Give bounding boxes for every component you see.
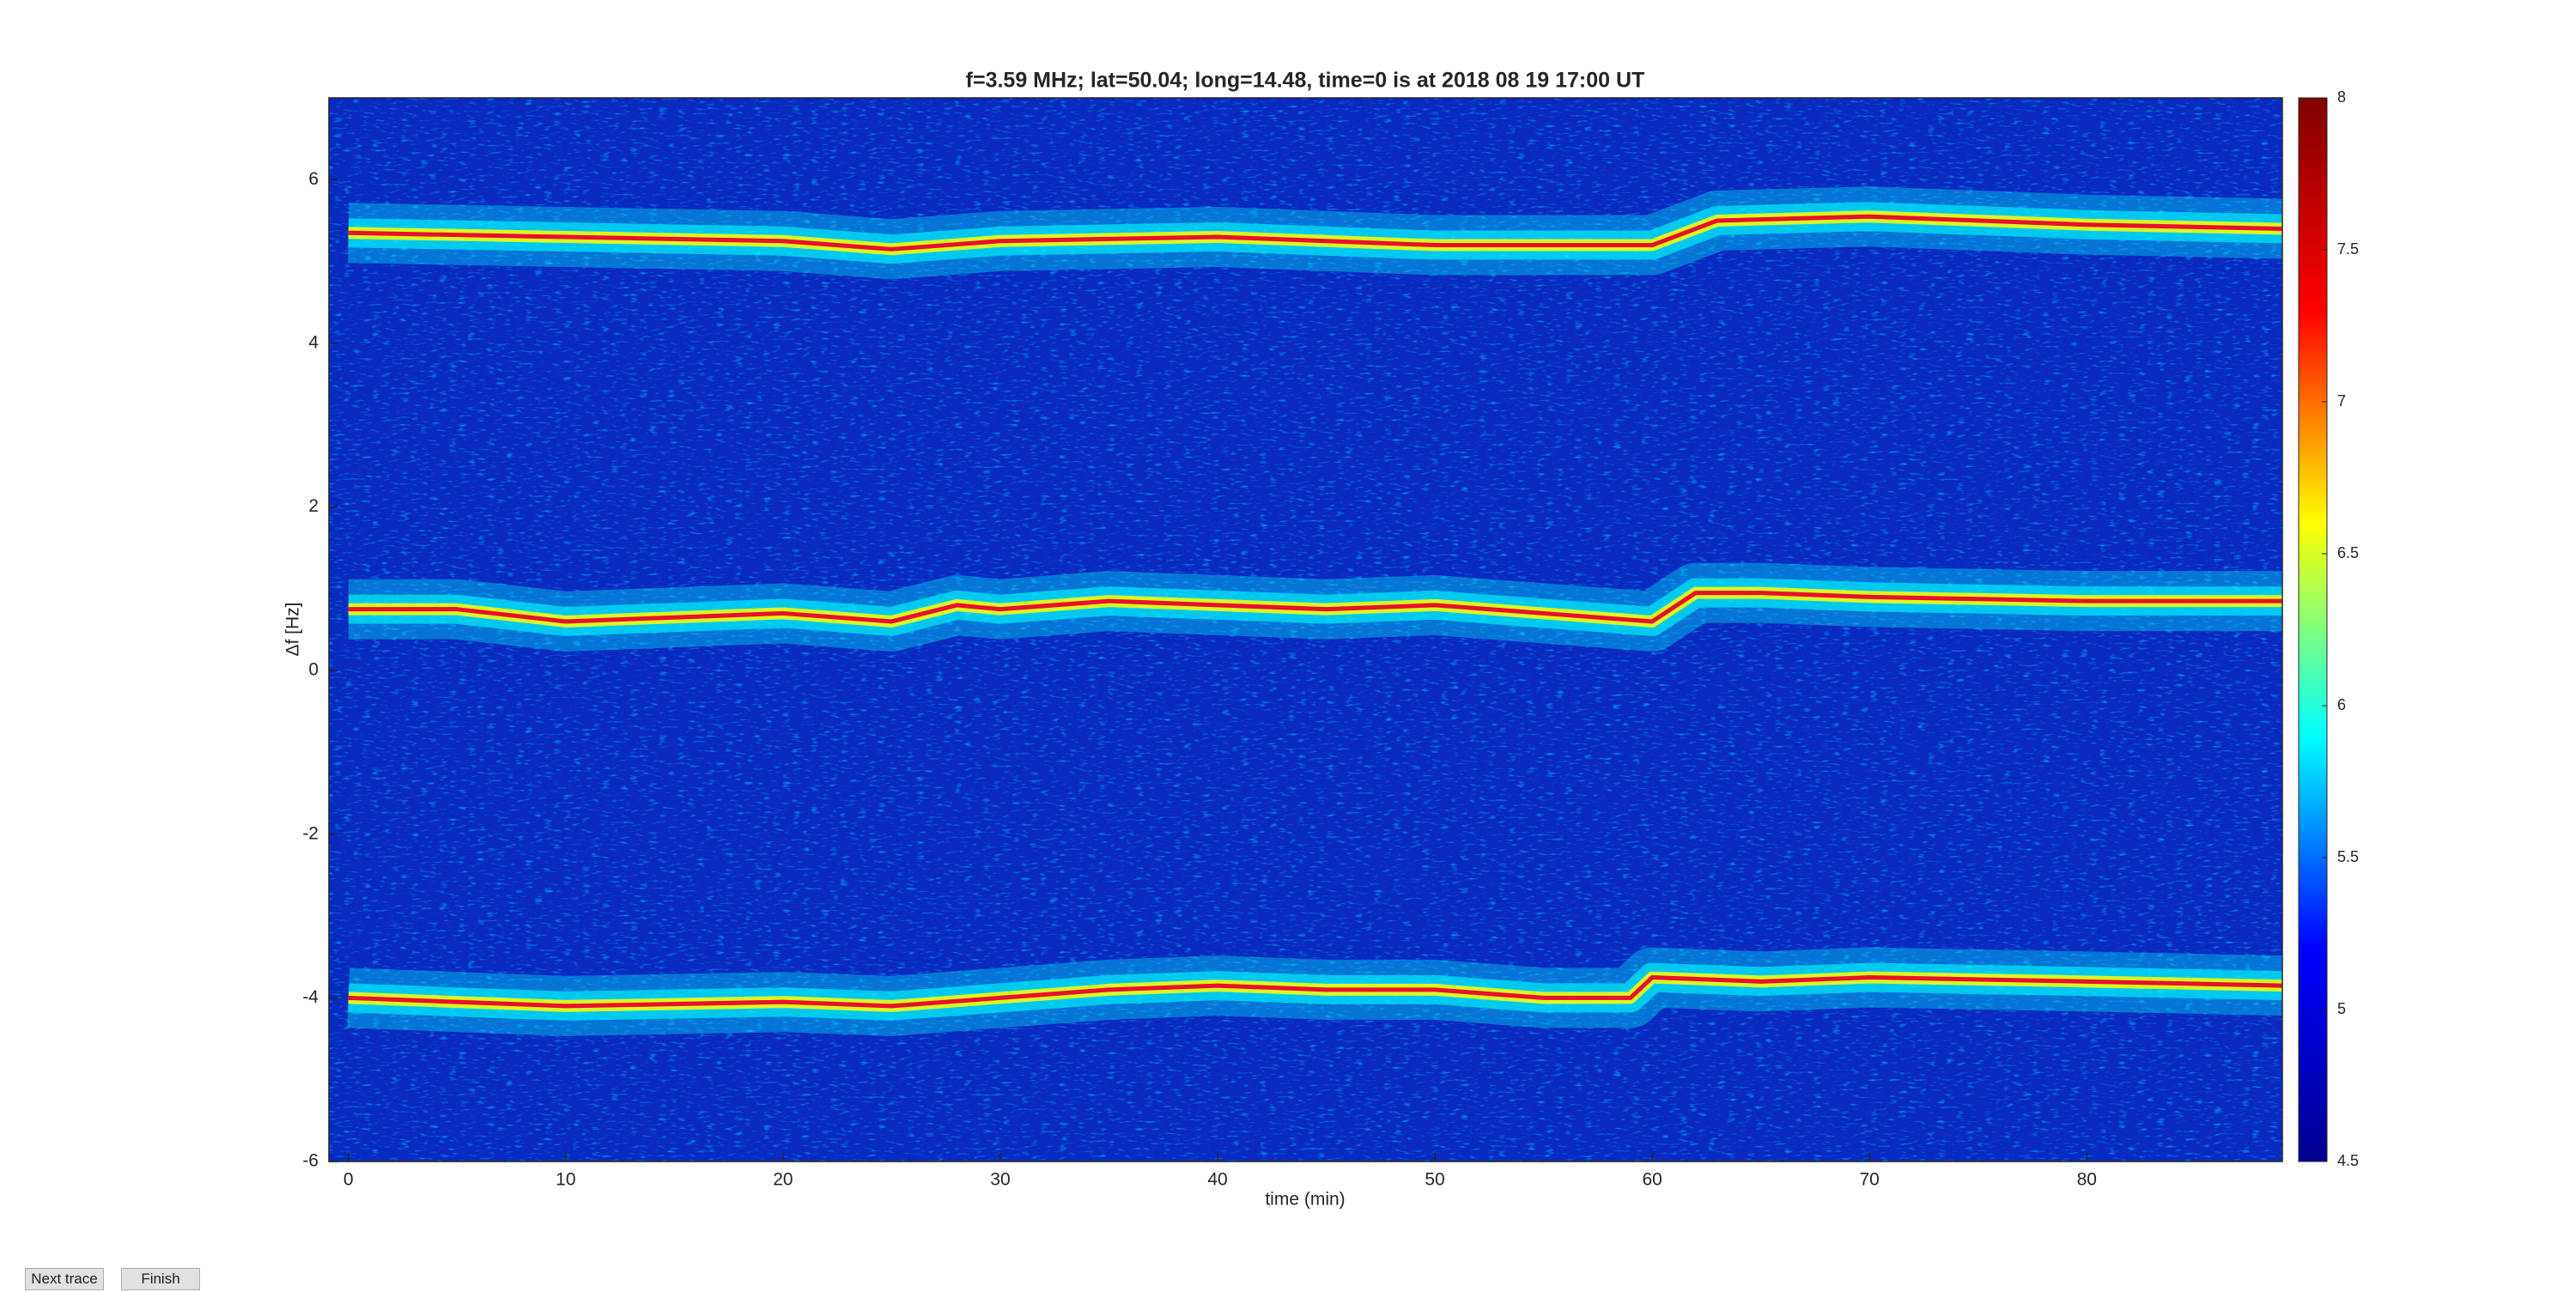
x-tick-label: 70 — [1860, 1170, 1880, 1190]
x-tick-label: 60 — [1642, 1170, 1662, 1190]
x-tick-label: 20 — [773, 1170, 793, 1190]
colorbar-tick-label: 4.5 — [2337, 1152, 2359, 1169]
y-tick-label: -6 — [302, 1151, 319, 1171]
colorbar-tick-label: 5.5 — [2337, 848, 2359, 865]
colorbar-tick-label: 8 — [2337, 88, 2346, 106]
y-axis-label: Δf [Hz] — [283, 602, 303, 656]
trace-line — [348, 591, 2282, 624]
colorbar-tick-label: 6 — [2337, 696, 2346, 713]
colorbar-tick-label: 5 — [2337, 1000, 2346, 1017]
y-tick-label: 2 — [308, 496, 319, 516]
y-tick-label: -4 — [302, 987, 319, 1007]
colorbar-tick-label: 7.5 — [2337, 240, 2359, 258]
colorbar-tick-label: 7 — [2337, 392, 2346, 409]
colorbar — [2298, 97, 2328, 1162]
next-trace-button[interactable]: Next trace — [25, 1268, 104, 1290]
chart: f=3.59 MHz; lat=50.04; long=14.48, time=… — [283, 69, 2359, 1210]
traces — [347, 186, 2282, 1036]
trace-line — [348, 975, 2282, 1009]
x-tick-label: 40 — [1207, 1170, 1227, 1190]
y-tick-label: 6 — [308, 169, 319, 189]
chart-title: f=3.59 MHz; lat=50.04; long=14.48, time=… — [966, 69, 1645, 93]
y-tick-label: 0 — [308, 660, 319, 680]
x-tick-label: 0 — [343, 1170, 354, 1190]
x-tick-label: 80 — [2077, 1170, 2097, 1190]
y-tick-label: 4 — [308, 332, 319, 352]
x-tick-label: 30 — [990, 1170, 1010, 1190]
x-tick-label: 10 — [556, 1170, 575, 1190]
axes-box — [328, 97, 2283, 1162]
x-tick-label: 50 — [1425, 1170, 1444, 1190]
x-axis-label: time (min) — [1265, 1190, 1345, 1210]
colorbar-tick-label: 6.5 — [2337, 544, 2359, 561]
y-tick-label: -2 — [302, 823, 319, 843]
trace-line — [348, 214, 2282, 252]
finish-button[interactable]: Finish — [121, 1268, 200, 1290]
